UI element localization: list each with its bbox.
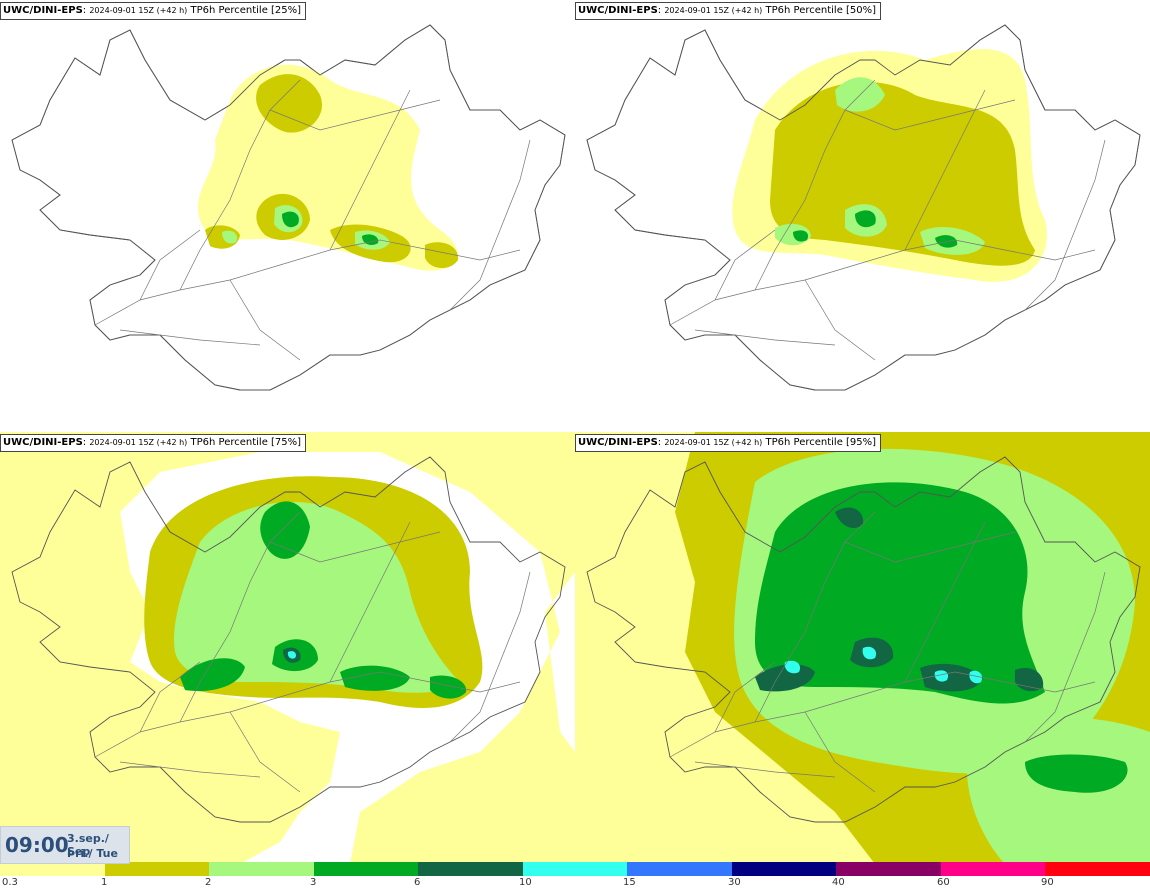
- color-scale-swatch: [209, 862, 314, 876]
- color-scale-swatch: [313, 862, 419, 876]
- map-panel-p75: UWC/DINI-EPS: 2024-09-01 15Z (+42 h) TP6…: [0, 432, 575, 864]
- run-time: 2024-09-01 15Z (+42 h): [664, 438, 763, 447]
- map-panel-p95: UWC/DINI-EPS: 2024-09-01 15Z (+42 h) TP6…: [575, 432, 1150, 864]
- color-scale-label: 10: [519, 877, 532, 888]
- color-scale-swatch: [1045, 862, 1150, 876]
- field-label: TP6h Percentile [75%]: [190, 437, 302, 448]
- color-scale-bar: [0, 862, 1150, 876]
- color-scale-label: 0.3: [2, 877, 18, 888]
- iceland-map: [586, 24, 1141, 391]
- color-scale-swatch: [104, 862, 210, 876]
- iceland-map: [11, 24, 566, 391]
- panel-title: UWC/DINI-EPS: 2024-09-01 15Z (+42 h) TP6…: [0, 434, 307, 452]
- model-source: UWC/DINI-EPS: [578, 437, 658, 448]
- run-time: 2024-09-01 15Z (+42 h): [89, 438, 188, 447]
- color-scale-swatch: [522, 862, 628, 876]
- valid-date: 3.sep./ Sep: [67, 832, 109, 858]
- color-scale-labels: 0.3 1 2 3 6 10 15 30 40 60 90: [0, 876, 1150, 891]
- color-scale-swatch: [731, 862, 837, 876]
- color-scale-swatch: [940, 862, 1046, 876]
- run-time: 2024-09-01 15Z (+42 h): [664, 6, 763, 15]
- field-label: TP6h Percentile [50%]: [765, 5, 877, 16]
- color-scale-label: 15: [623, 877, 636, 888]
- color-scale-swatch: [0, 862, 105, 876]
- color-scale-label: 1: [101, 877, 108, 888]
- panel-title: UWC/DINI-EPS: 2024-09-01 15Z (+42 h) TP6…: [575, 434, 882, 452]
- color-scale-label: 30: [728, 877, 741, 888]
- color-scale-swatch: [627, 862, 732, 876]
- color-scale-label: 6: [414, 877, 421, 888]
- color-scale-label: 60: [937, 877, 950, 888]
- model-source: UWC/DINI-EPS: [3, 5, 83, 16]
- field-label: TP6h Percentile [25%]: [190, 5, 302, 16]
- color-scale-swatch: [836, 862, 941, 876]
- color-scale-label: 40: [832, 877, 845, 888]
- map-panel-p25: UWC/DINI-EPS: 2024-09-01 15Z (+42 h) TP6…: [0, 0, 575, 432]
- panel-title: UWC/DINI-EPS: 2024-09-01 15Z (+42 h) TP6…: [0, 2, 307, 20]
- field-label: TP6h Percentile [95%]: [765, 437, 877, 448]
- iceland-map: [575, 432, 1150, 864]
- color-scale-label: 90: [1041, 877, 1054, 888]
- iceland-map: [0, 432, 575, 864]
- valid-weekday: Þri./ Tue: [67, 847, 118, 860]
- color-scale-swatch: [418, 862, 523, 876]
- color-scale-label: 3: [310, 877, 317, 888]
- valid-time-box: 09:00 3.sep./ Sep Þri./ Tue: [0, 826, 130, 864]
- panel-title: UWC/DINI-EPS: 2024-09-01 15Z (+42 h) TP6…: [575, 2, 882, 20]
- color-scale-label: 2: [205, 877, 212, 888]
- valid-time-clock: 09:00: [5, 833, 69, 857]
- model-source: UWC/DINI-EPS: [578, 5, 658, 16]
- run-time: 2024-09-01 15Z (+42 h): [89, 6, 188, 15]
- map-panel-p50: UWC/DINI-EPS: 2024-09-01 15Z (+42 h) TP6…: [575, 0, 1150, 432]
- model-source: UWC/DINI-EPS: [3, 437, 83, 448]
